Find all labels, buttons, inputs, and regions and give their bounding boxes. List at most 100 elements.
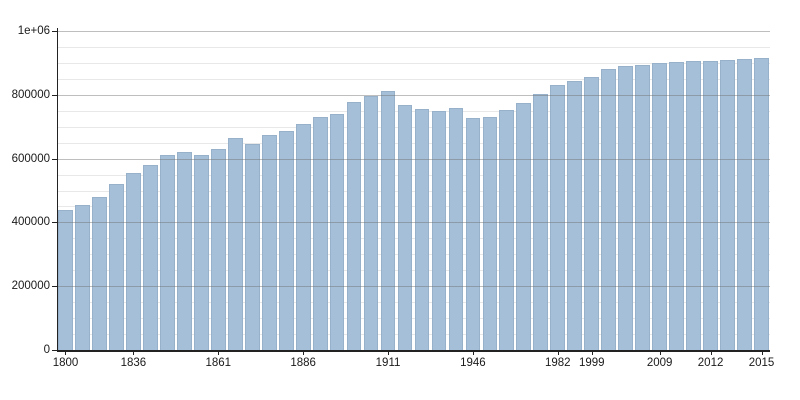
- x-tick-mark: [659, 351, 661, 355]
- minor-gridline: [57, 238, 770, 240]
- y-tick-label: 1e+06: [17, 25, 50, 37]
- bar-1866: [227, 138, 243, 350]
- plot-area: [57, 31, 770, 350]
- bar-1821: [92, 196, 107, 350]
- bar-1831: [109, 184, 124, 350]
- bar-1836: [126, 172, 141, 350]
- major-gridline: [57, 158, 770, 160]
- y-tick-mark: [52, 286, 57, 288]
- x-tick-mark: [303, 351, 305, 355]
- x-tick-label: 1861: [205, 357, 232, 369]
- minor-gridline: [57, 78, 770, 80]
- bar-1926: [414, 108, 430, 350]
- bar-1891: [312, 116, 328, 350]
- minor-gridline: [57, 206, 770, 208]
- bar-2008: [635, 65, 651, 350]
- minor-gridline: [57, 62, 770, 64]
- x-tick-mark: [710, 351, 712, 355]
- x-tick-label: 1911: [375, 357, 401, 369]
- x-tick-mark: [761, 351, 763, 355]
- y-tick-label: 400000: [11, 216, 50, 229]
- bar-1968: [516, 103, 532, 350]
- major-gridline: [57, 94, 770, 96]
- minor-gridline: [57, 190, 770, 192]
- major-gridline: [57, 222, 770, 224]
- bar-1876: [261, 135, 277, 350]
- y-tick-mark: [52, 158, 57, 160]
- x-tick-mark: [65, 351, 67, 355]
- bar-1906: [363, 96, 379, 350]
- bar-1990: [567, 81, 583, 350]
- x-tick-label: 2012: [697, 357, 724, 369]
- minor-gridline: [57, 254, 770, 256]
- y-tick-label: 600000: [11, 152, 50, 165]
- x-tick-label: 1982: [545, 357, 571, 369]
- y-tick-mark: [52, 94, 57, 96]
- x-tick-label: 1836: [120, 357, 147, 369]
- bar-2011: [686, 61, 701, 350]
- bar-1872: [244, 144, 260, 350]
- x-tick-mark: [133, 351, 135, 355]
- bar-1931: [431, 111, 447, 350]
- x-tick-label: 1999: [578, 357, 605, 369]
- bar-1881: [278, 130, 294, 350]
- x-tick-mark: [591, 351, 593, 355]
- y-tick-mark: [52, 31, 57, 32]
- minor-gridline: [57, 46, 770, 48]
- bar-2015: [754, 58, 769, 350]
- bar-1851: [176, 151, 192, 350]
- x-tick-label: 1946: [460, 357, 486, 369]
- bar-1936: [448, 107, 464, 350]
- x-tick-label: 1886: [290, 357, 316, 369]
- bar-1846: [159, 154, 175, 350]
- x-tick-label: 2009: [646, 357, 673, 369]
- bar-1982: [550, 84, 566, 350]
- y-tick-mark: [52, 350, 57, 351]
- minor-gridline: [57, 270, 770, 272]
- bar-1921: [397, 105, 413, 350]
- y-tick-label: 200000: [11, 280, 50, 293]
- bar-1962: [499, 109, 515, 350]
- x-axis-line: [57, 350, 770, 352]
- bar-1901: [346, 102, 362, 350]
- bar-2006: [601, 69, 617, 350]
- bar-1861: [210, 149, 226, 350]
- minor-gridline: [57, 142, 770, 144]
- minor-gridline: [57, 334, 770, 336]
- bar-1886: [295, 123, 311, 350]
- bar-1806: [75, 205, 90, 350]
- x-tick-label: 1800: [52, 357, 79, 369]
- bar-1856: [193, 155, 209, 350]
- minor-gridline: [57, 110, 770, 112]
- bar-2009: [652, 63, 668, 350]
- major-gridline: [57, 31, 770, 32]
- y-tick-label: 0: [43, 344, 50, 356]
- y-axis-line: [57, 28, 58, 350]
- major-gridline: [57, 286, 770, 288]
- bar-1800: [58, 209, 73, 350]
- minor-gridline: [57, 302, 770, 304]
- minor-gridline: [57, 174, 770, 176]
- minor-gridline: [57, 318, 770, 320]
- x-tick-label: 2015: [748, 357, 775, 369]
- minor-gridline: [57, 126, 770, 128]
- bar-1911: [380, 90, 396, 350]
- bar-2012: [703, 60, 718, 350]
- bar-1954: [482, 117, 498, 350]
- y-tick-label: 800000: [11, 88, 50, 101]
- bar-2010: [669, 61, 684, 350]
- y-tick-mark: [52, 222, 57, 224]
- bar-2014: [737, 59, 752, 350]
- bar-2007: [618, 66, 634, 350]
- x-tick-mark: [218, 351, 220, 355]
- bar-1841: [142, 164, 158, 350]
- x-tick-mark: [388, 351, 390, 355]
- x-tick-mark: [557, 351, 559, 355]
- bar-1896: [329, 113, 345, 350]
- bar-1975: [533, 93, 549, 350]
- bar-1946: [465, 118, 481, 350]
- bar-1999: [584, 77, 600, 350]
- bar-2013: [720, 60, 735, 350]
- x-tick-mark: [472, 351, 474, 355]
